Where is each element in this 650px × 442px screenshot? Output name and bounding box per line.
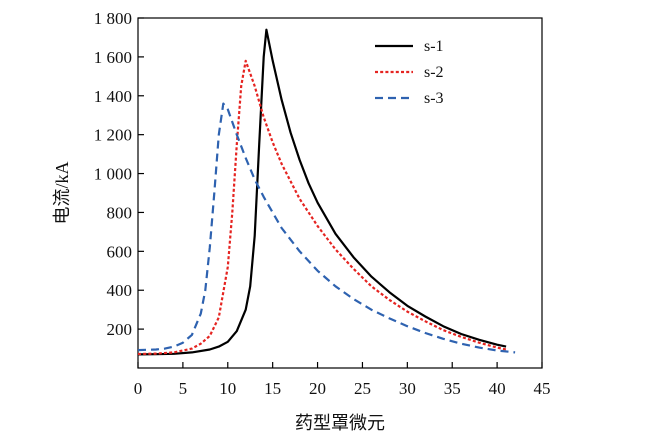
x-tick-label: 0	[134, 379, 143, 398]
y-tick-label: 1 600	[94, 48, 132, 67]
y-tick-label: 1 200	[94, 126, 132, 145]
legend-label-s-2: s-2	[424, 64, 444, 81]
x-tick-label: 25	[354, 379, 371, 398]
x-tick-label: 15	[264, 379, 281, 398]
y-tick-label: 800	[107, 203, 133, 222]
legend-label-s-1: s-1	[424, 38, 444, 55]
series-line-s-3	[137, 102, 516, 354]
legend: s-1 s-2 s-3	[375, 38, 444, 107]
x-tick-label: 20	[309, 379, 326, 398]
x-axis-title: 药型罩微元	[295, 413, 385, 433]
x-tick-label: 40	[489, 379, 506, 398]
y-tick-label: 400	[107, 281, 133, 300]
series-layer	[137, 28, 516, 356]
x-tick-label: 45	[534, 379, 551, 398]
x-tick-label: 35	[444, 379, 461, 398]
y-tick-label: 1 800	[94, 9, 132, 28]
x-tick-label: 30	[399, 379, 416, 398]
plot-frame	[137, 17, 543, 369]
y-tick-label: 1 000	[94, 165, 132, 184]
x-axis: 0 5 10 15 20 25 30 35 40 45	[134, 362, 551, 398]
legend-label-s-3: s-3	[424, 90, 444, 107]
y-axis: 200 400 600 800 1 000 1 200 1 400 1 600 1 800	[94, 9, 144, 339]
x-tick-label: 5	[179, 379, 188, 398]
y-tick-label: 200	[107, 320, 133, 339]
y-tick-label: 1 400	[94, 87, 132, 106]
y-tick-label: 600	[107, 242, 133, 261]
series-line-s-1	[137, 28, 507, 356]
x-tick-label: 10	[219, 379, 236, 398]
series-line-s-2	[137, 59, 507, 356]
y-axis-title: 电流/kA	[52, 161, 72, 224]
